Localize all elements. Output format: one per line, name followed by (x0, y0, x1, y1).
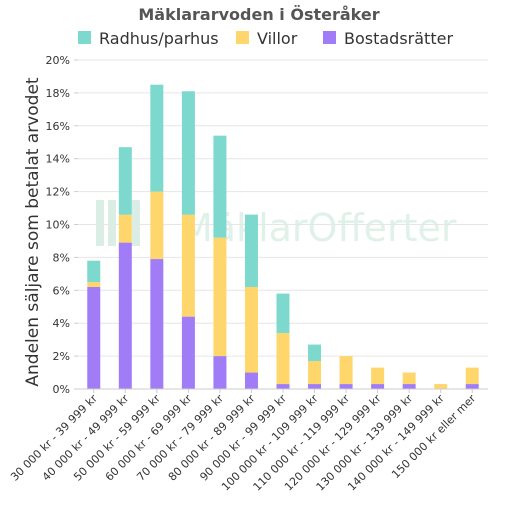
bar-segment-Bostadsrätter (244, 372, 258, 389)
bar-segment-Bostadsrätter (339, 384, 353, 389)
bar-segment-Villor (434, 384, 448, 389)
bar-segment-Bostadsrätter (402, 384, 416, 389)
y-axis-ticks: 0% 2% 4% 6% 8% 10% 12% 14% 16% 18% 20% (46, 54, 78, 396)
bar-segment-Radhus/parhus (276, 293, 290, 334)
bar-segment-Radhus/parhus (87, 260, 101, 283)
bar-segment-Radhus/parhus (150, 84, 164, 192)
bar-segment-Radhus/parhus (213, 135, 227, 238)
bar-segment-Bostadsrätter (371, 384, 385, 389)
legend-item[interactable]: Villor (236, 29, 298, 48)
bar-segment-Villor (118, 214, 132, 243)
legend: Radhus/parhus Villor Bostadsrätter (78, 29, 453, 48)
y-tick-label: 6% (53, 284, 70, 297)
bar-segment-Bostadsrätter (465, 384, 479, 389)
y-tick-label: 16% (46, 120, 70, 133)
bar-segment-Villor (244, 287, 258, 373)
y-tick-label: 4% (53, 317, 70, 330)
legend-item[interactable]: Radhus/parhus (78, 29, 219, 48)
y-axis-label: Andelen säljare som betalat arvodet (23, 77, 43, 387)
legend-label: Villor (257, 29, 298, 48)
y-tick-label: 14% (46, 153, 70, 166)
bar-segment-Villor (339, 356, 353, 385)
y-tick-label: 10% (46, 219, 70, 232)
bar-segment-Bostadsrätter (308, 384, 322, 389)
bar-segment-Villor (276, 333, 290, 385)
legend-item[interactable]: Bostadsrätter (323, 29, 453, 48)
bars (87, 84, 479, 389)
bar-segment-Villor (213, 237, 227, 357)
y-tick-label: 8% (53, 251, 70, 264)
house-logo-icon (96, 200, 140, 246)
bar-segment-Villor (402, 372, 416, 385)
y-tick-label: 12% (46, 186, 70, 199)
y-tick-label: 18% (46, 87, 70, 100)
bar-segment-Villor (371, 367, 385, 385)
bar-segment-Bostadsrätter (276, 384, 290, 389)
legend-label: Radhus/parhus (99, 29, 219, 48)
bar-segment-Villor (465, 367, 479, 385)
y-tick-label: 2% (53, 350, 70, 363)
bar-segment-Bostadsrätter (87, 287, 101, 389)
bar-segment-Radhus/parhus (308, 344, 322, 362)
bar-segment-Villor (150, 191, 164, 260)
bar-segment-Villor (308, 361, 322, 385)
legend-swatch (236, 31, 249, 44)
y-tick-label: 0% (53, 383, 70, 396)
bar-segment-Radhus/parhus (181, 91, 195, 215)
bar-segment-Radhus/parhus (118, 147, 132, 215)
bar-segment-Bostadsrätter (118, 242, 132, 389)
y-tick-label: 20% (46, 54, 70, 67)
bar-segment-Bostadsrätter (150, 259, 164, 389)
bar-segment-Bostadsrätter (213, 356, 227, 389)
chart-title: Mäklararvoden i Österåker (138, 5, 379, 24)
legend-swatch (323, 31, 336, 44)
legend-label: Bostadsrätter (344, 29, 453, 48)
bar-segment-Bostadsrätter (181, 316, 195, 389)
bar-segment-Villor (87, 282, 101, 288)
bar-segment-Villor (181, 214, 195, 317)
legend-swatch (78, 31, 91, 44)
bar-segment-Radhus/parhus (244, 214, 258, 288)
